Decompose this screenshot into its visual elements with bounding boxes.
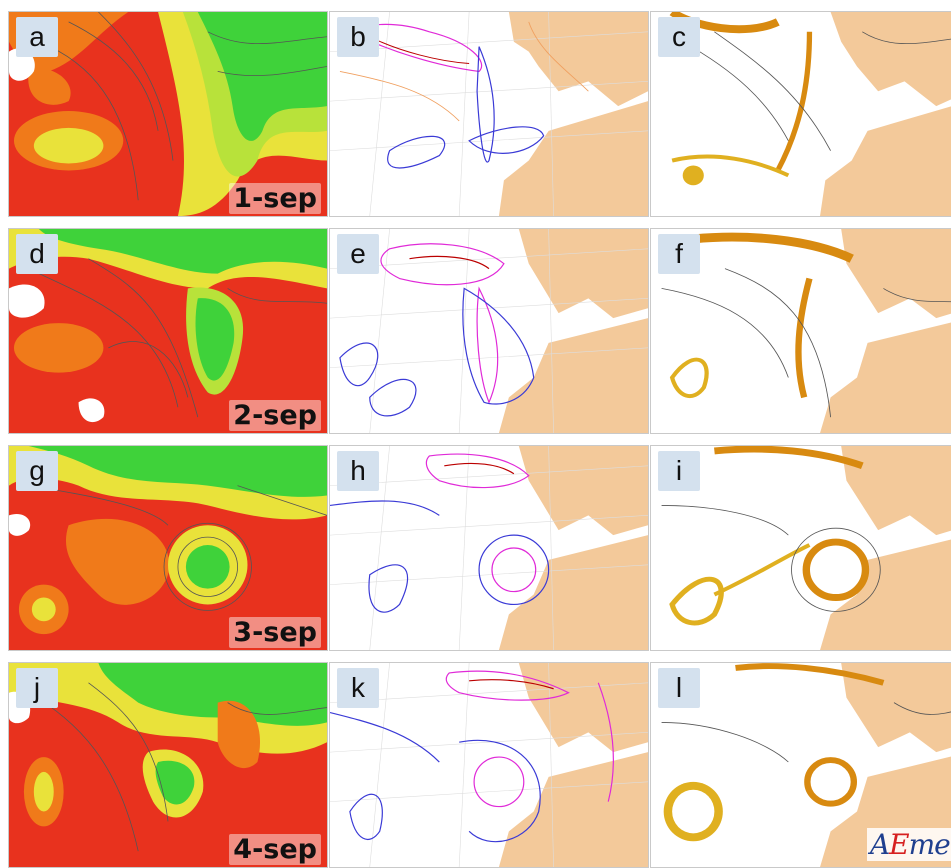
- panel-e: e: [329, 228, 649, 434]
- panel-letter: i: [658, 451, 700, 491]
- map-contours-b: [330, 12, 648, 216]
- panel-a: a 1-sep: [8, 11, 328, 217]
- map-streaks-l: [651, 663, 951, 867]
- map-streaks-c: [651, 12, 951, 216]
- panel-letter: c: [658, 17, 700, 57]
- panel-date: 3-sep: [229, 617, 321, 648]
- panel-l: l AEmet: [650, 662, 951, 868]
- panel-k: k: [329, 662, 649, 868]
- panel-letter: e: [337, 234, 379, 274]
- panel-date: 4-sep: [229, 834, 321, 865]
- panel-letter: g: [16, 451, 58, 491]
- panel-letter: k: [337, 668, 379, 708]
- map-colored-d: [9, 229, 327, 433]
- map-contours-k: [330, 663, 648, 867]
- panel-letter: h: [337, 451, 379, 491]
- logo-text-a: A: [869, 828, 890, 861]
- map-streaks-i: [651, 446, 951, 650]
- panel-date: 2-sep: [229, 400, 321, 431]
- panel-letter: j: [16, 668, 58, 708]
- panel-c: c: [650, 11, 951, 217]
- panel-d: d 2-sep: [8, 228, 328, 434]
- logo-text-e: E: [889, 828, 909, 861]
- map-colored-a: [9, 12, 327, 216]
- map-streaks-f: [651, 229, 951, 433]
- panel-g: g 3-sep: [8, 445, 328, 651]
- panel-letter: b: [337, 17, 379, 57]
- map-contours-h: [330, 446, 648, 650]
- panel-i: i: [650, 445, 951, 651]
- panel-letter: d: [16, 234, 58, 274]
- logo-text-met: met: [908, 828, 951, 861]
- panel-j: j 4-sep: [8, 662, 328, 868]
- panel-f: f: [650, 228, 951, 434]
- panel-h: h: [329, 445, 649, 651]
- map-colored-j: [9, 663, 327, 867]
- panel-letter: f: [658, 234, 700, 274]
- map-contours-e: [330, 229, 648, 433]
- map-colored-g: [9, 446, 327, 650]
- panel-b: b: [329, 11, 649, 217]
- panel-date: 1-sep: [229, 183, 321, 214]
- aemet-logo: AEmet: [866, 828, 951, 861]
- panel-letter: l: [658, 668, 700, 708]
- panel-letter: a: [16, 17, 58, 57]
